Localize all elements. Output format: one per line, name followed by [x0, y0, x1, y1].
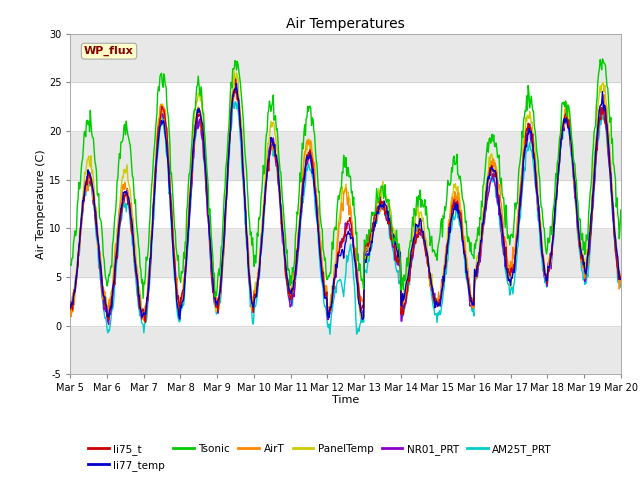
- Bar: [70, 34, 621, 82]
- Title: Air Temperatures: Air Temperatures: [286, 17, 405, 31]
- Legend: li75_t, li77_temp, Tsonic, AirT, PanelTemp, NR01_PRT, AM25T_PRT: li75_t, li77_temp, Tsonic, AirT, PanelTe…: [84, 439, 556, 475]
- Bar: [70, 82, 621, 131]
- X-axis label: Time: Time: [332, 395, 359, 405]
- Bar: [70, 180, 621, 228]
- Y-axis label: Air Temperature (C): Air Temperature (C): [36, 149, 46, 259]
- Bar: [70, 326, 621, 374]
- Bar: [70, 131, 621, 180]
- Bar: [70, 228, 621, 277]
- Bar: [70, 277, 621, 326]
- Text: WP_flux: WP_flux: [84, 46, 134, 56]
